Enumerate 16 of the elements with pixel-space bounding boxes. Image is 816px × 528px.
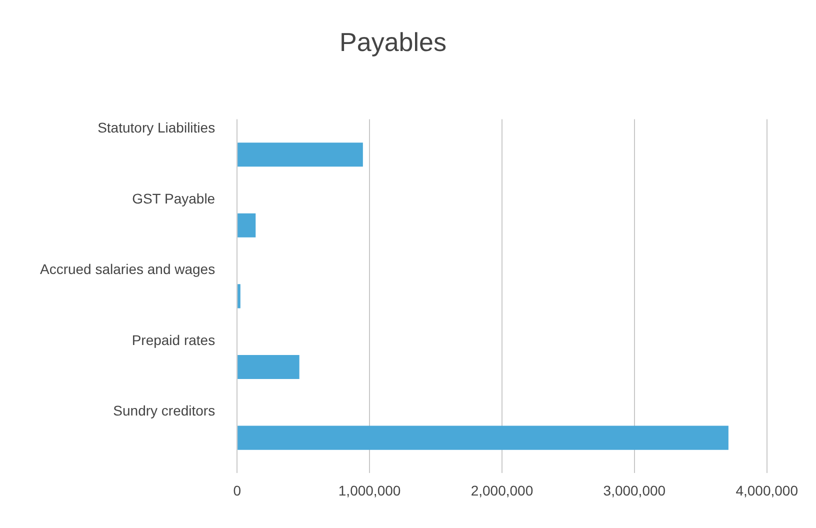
- x-tick-label: 2,000,000: [470, 482, 534, 498]
- x-tick-label: 4,000,000: [736, 482, 798, 498]
- bar: [238, 213, 256, 238]
- x-tick-label: 0: [233, 482, 242, 498]
- y-tick-label: Prepaid rates: [132, 332, 216, 348]
- chart-title: Payables: [340, 26, 446, 57]
- bar: [238, 142, 363, 167]
- bar: [238, 426, 728, 450]
- x-tick-label: 3,000,000: [603, 482, 666, 498]
- y-tick-label: Statutory Liabilities: [98, 119, 216, 136]
- bar: [238, 284, 240, 308]
- x-tick-label: 1,000,000: [338, 482, 401, 498]
- bar: [238, 354, 300, 380]
- y-tick-label: Sundry creditors: [113, 402, 216, 419]
- y-tick-label: GST Payable: [132, 190, 216, 206]
- y-tick-label: Accrued salaries and wages: [40, 261, 216, 278]
